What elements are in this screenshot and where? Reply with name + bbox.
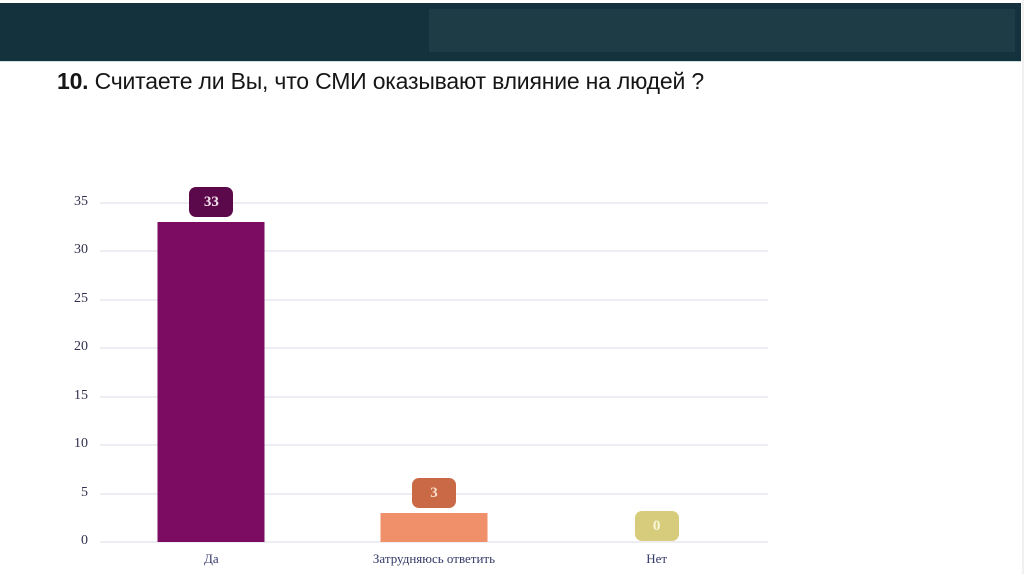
value-badge: 33 <box>189 187 234 218</box>
y-axis-tick-label: 35 <box>74 194 88 209</box>
value-badge: 0 <box>634 511 679 541</box>
gridline <box>100 298 768 301</box>
bar <box>157 222 265 542</box>
header-inner-panel <box>429 9 1015 52</box>
y-axis-tick-label: 0 <box>81 533 88 548</box>
bar-slot: 33 Да <box>100 187 323 566</box>
x-axis-category-label: Да <box>204 551 219 566</box>
y-axis-tick-label: 20 <box>74 339 88 355</box>
y-axis-tick-label: 30 <box>74 242 88 258</box>
gridline <box>100 395 768 398</box>
slide-header-band <box>0 3 1021 62</box>
question-number: 10. <box>57 68 89 94</box>
y-axis-tick-label: 15 <box>74 387 88 403</box>
bar-slot: 3 Затрудняюсь ответить <box>323 203 546 566</box>
bar-slot: 0 Нет <box>545 203 768 566</box>
question-text: Считаете ли Вы, что СМИ оказывают влияни… <box>94 68 705 94</box>
bar <box>380 512 488 542</box>
gridline <box>100 202 768 204</box>
gridline <box>100 250 768 253</box>
gridline <box>100 347 768 350</box>
gridline <box>100 541 768 543</box>
gridline <box>100 444 768 447</box>
y-axis-tick-label: 10 <box>74 436 88 452</box>
x-axis-category-label: Затрудняюсь ответить <box>372 551 496 566</box>
y-axis-tick-label: 25 <box>74 290 88 306</box>
value-badge: 3 <box>411 477 456 508</box>
bar-chart: 0 5 10 15 20 25 30 35 33 Да 3 Затрудняюсь ответить 0… <box>74 187 768 566</box>
x-axis-category-label: Нет <box>646 551 668 566</box>
y-axis-tick-label: 5 <box>81 484 88 500</box>
slide-title: 10. Считаете ли Вы, что СМИ оказывают вл… <box>57 66 757 97</box>
